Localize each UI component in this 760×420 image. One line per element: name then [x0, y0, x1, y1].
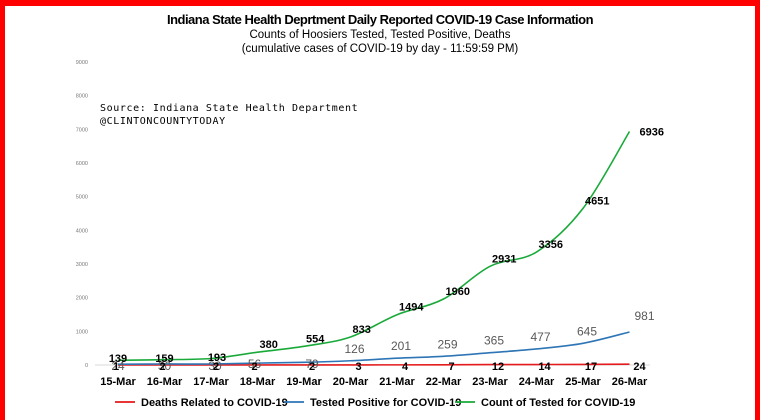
- series-line-positive: [117, 331, 630, 365]
- x-tick-label: 24-Mar: [519, 376, 555, 388]
- y-tick-label: 9000: [76, 60, 88, 66]
- data-label-tested: 1960: [446, 286, 470, 298]
- legend-label: Count of Tested for COVID-19: [481, 397, 635, 409]
- x-tick-label: 15-Mar: [100, 376, 136, 388]
- data-label-positive: 201: [391, 339, 411, 353]
- x-tick-label: 26-Mar: [612, 376, 648, 388]
- data-label-tested: 6936: [640, 126, 664, 138]
- data-label-positive: 24: [111, 359, 125, 373]
- data-label-positive: 126: [344, 342, 364, 356]
- legend-label: Tested Positive for COVID-19: [310, 397, 461, 409]
- chart-subtitle-line-2: (cumulative cases of COVID-19 by day - 1…: [241, 43, 519, 55]
- data-label-deaths: 2: [213, 361, 219, 373]
- data-label-positive: 259: [437, 337, 457, 351]
- y-tick-label: 4000: [76, 228, 88, 234]
- source-text: Source: Indiana State Health Department: [100, 103, 358, 114]
- data-label-tested: 193: [208, 352, 226, 364]
- data-label-tested: 1494: [399, 302, 424, 314]
- data-label-positive: 30: [158, 359, 172, 373]
- data-label-deaths: 2: [309, 361, 315, 373]
- data-label-tested: 159: [155, 353, 173, 365]
- data-label-deaths: 2: [159, 361, 165, 373]
- data-label-positive: 365: [484, 334, 504, 348]
- x-tick-label: 25-Mar: [565, 376, 601, 388]
- data-label-tested: 554: [306, 333, 325, 345]
- data-label-deaths: 2: [251, 361, 257, 373]
- source-text: @CLINTONCOUNTYTODAY: [100, 116, 226, 127]
- series-line-tested: [117, 131, 631, 362]
- data-label-positive: 981: [634, 309, 654, 323]
- data-label-tested: 833: [353, 324, 371, 336]
- data-label-deaths: 14: [538, 361, 551, 373]
- x-tick-label: 21-Mar: [379, 376, 415, 388]
- x-tick-label: 22-Mar: [426, 376, 462, 388]
- data-label-tested: 139: [109, 353, 127, 365]
- data-label-tested: 3356: [539, 239, 563, 251]
- chart-title: Indiana State Health Deprtment Daily Rep…: [166, 12, 594, 27]
- data-label-deaths: 4: [402, 361, 409, 373]
- data-label-positive: 30: [208, 359, 222, 373]
- y-tick-label: 1000: [76, 329, 88, 335]
- x-tick-label: 19-Mar: [286, 376, 322, 388]
- series-line-deaths: [118, 363, 630, 366]
- y-tick-label: 3000: [76, 262, 88, 268]
- x-tick-label: 18-Mar: [240, 376, 276, 388]
- legend-label: Deaths Related to COVID-19: [141, 397, 288, 409]
- y-tick-label: 6000: [76, 161, 88, 167]
- chart-subtitle-line-1: Counts of Hoosiers Tested, Tested Positi…: [249, 29, 511, 41]
- y-tick-label: 7000: [76, 127, 88, 133]
- data-label-deaths: 17: [585, 361, 597, 373]
- data-label-positive: 477: [530, 330, 550, 344]
- data-label-deaths: 7: [448, 361, 454, 373]
- x-tick-label: 17-Mar: [193, 376, 229, 388]
- y-tick-label: 0: [85, 363, 88, 369]
- data-label-deaths: 3: [355, 361, 361, 373]
- data-label-tested: 380: [260, 339, 278, 351]
- data-label-tested: 4651: [585, 195, 609, 207]
- data-label-positive: 56: [248, 357, 262, 371]
- data-label-positive: 79: [305, 357, 319, 371]
- x-tick-label: 16-Mar: [147, 376, 183, 388]
- data-label-deaths: 1: [113, 361, 119, 373]
- data-label-deaths: 24: [633, 361, 646, 373]
- y-tick-label: 5000: [76, 195, 88, 201]
- y-tick-label: 2000: [76, 296, 88, 302]
- y-tick-label: 8000: [76, 94, 88, 100]
- data-label-deaths: 12: [492, 361, 504, 373]
- x-tick-label: 23-Mar: [472, 376, 508, 388]
- data-label-tested: 2931: [492, 253, 516, 265]
- x-tick-label: 20-Mar: [333, 376, 369, 388]
- data-label-positive: 645: [577, 324, 597, 338]
